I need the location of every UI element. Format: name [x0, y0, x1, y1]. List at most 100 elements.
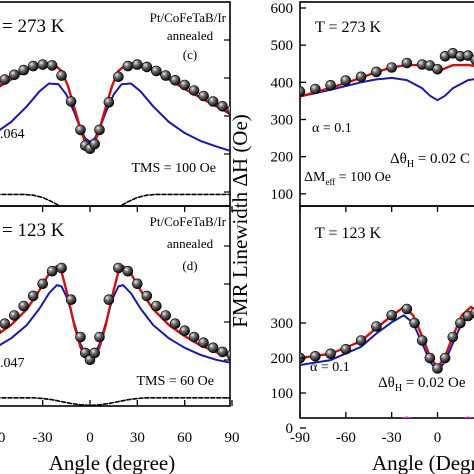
panel-c-alpha: .064 — [0, 127, 25, 142]
data-point — [217, 101, 228, 112]
panel-d-sample: Pt/CoFeTaB/Ir — [150, 214, 227, 229]
data-point — [65, 294, 77, 306]
data-point — [340, 75, 352, 86]
fit-curve — [0, 264, 230, 361]
data-point — [37, 278, 49, 290]
data-point — [169, 75, 181, 86]
panel-upper-right-alpha: α = 0.1 — [312, 121, 352, 136]
data-point — [0, 318, 11, 329]
data-point — [207, 96, 219, 107]
data-point — [217, 346, 228, 358]
data-point — [409, 317, 420, 329]
data-point — [0, 74, 11, 85]
x-tick-label: 0 — [86, 430, 94, 446]
theta-curve — [400, 416, 474, 418]
panel-d-plot-area — [0, 262, 230, 406]
data-point — [188, 331, 200, 343]
data-point — [198, 337, 209, 349]
data-point — [122, 60, 134, 72]
data-point — [141, 61, 153, 73]
data-point — [340, 343, 352, 355]
panel-upper-right-plot-area — [300, 47, 474, 102]
x-tick-label: 90 — [225, 430, 240, 446]
data-point — [151, 65, 162, 77]
data-point — [432, 363, 443, 374]
panel-c-sample: Pt/CoFeTaB/Ir — [150, 10, 227, 25]
data-point — [226, 350, 230, 361]
data-point — [9, 69, 20, 81]
data-point — [46, 60, 58, 71]
y-tick-label: 300 — [271, 113, 294, 129]
y-tick-label: 400 — [271, 75, 294, 91]
data-point — [309, 350, 321, 362]
data-point — [447, 331, 459, 343]
data-point — [179, 325, 190, 337]
data-point — [160, 70, 171, 81]
tms-curve — [0, 193, 230, 206]
data-point — [439, 352, 451, 364]
data-point — [160, 310, 171, 321]
panel-upper-right: T = 273 K α = 0.1 ΔθH = 0.02 C ΔMeff = 1… — [228, 1, 474, 328]
y-tick-label: 300 — [271, 316, 294, 332]
data-point — [89, 347, 100, 359]
data-point — [132, 278, 143, 290]
data-point — [122, 265, 134, 277]
data-point — [151, 300, 162, 312]
data-point — [94, 331, 105, 343]
data-point — [470, 307, 474, 318]
panel-lower-right-alpha: α = 0.1 — [310, 360, 350, 375]
data-point — [75, 124, 86, 136]
panel-lower-right-xlabel: Angle (Degr — [372, 451, 474, 474]
data-point — [9, 310, 20, 321]
data-point — [455, 317, 466, 329]
tms-curve — [0, 397, 230, 406]
panel-c-tms: TMS = 100 Oe — [131, 161, 216, 176]
data-point — [94, 124, 105, 136]
panel-upper-right-temperature: T = 273 K — [315, 19, 382, 36]
data-point — [37, 59, 49, 70]
data-point — [401, 303, 413, 315]
panel-upper-right-ylabel: FMR Linewidth ΔH (Oe) — [228, 114, 252, 328]
data-point — [371, 66, 382, 78]
panel-c: = 273 K Pt/CoFeTaB/Ir annealed (c) .064 … — [0, 1, 231, 207]
panel-c-plot-area — [0, 59, 230, 206]
panel-upper-right-dtheta: ΔθH = 0.02 C — [390, 151, 470, 170]
data-point — [46, 265, 58, 277]
y-tick-label: 600 — [271, 1, 294, 17]
data-point — [325, 80, 336, 91]
x-tick-label: -60 — [336, 430, 356, 446]
data-point — [325, 348, 336, 360]
data-point — [401, 57, 413, 69]
data-point — [113, 262, 124, 274]
data-point — [424, 352, 436, 364]
data-point — [56, 70, 67, 81]
data-point — [355, 71, 367, 83]
y-tick-label: 500 — [271, 38, 294, 54]
data-point — [56, 262, 67, 274]
panel-d-frame — [0, 205, 231, 407]
data-point — [207, 342, 219, 354]
alpha-curve — [300, 76, 474, 102]
data-point — [179, 79, 190, 91]
data-point — [103, 97, 115, 108]
panel-d-xlabel: Angle (degree) — [49, 451, 176, 474]
panel-lower-right-temperature: T = 123 K — [315, 225, 382, 242]
panel-d-temperature: = 123 K — [2, 220, 65, 241]
panel-c-letter: (c) — [183, 47, 197, 62]
panel-d-annealed: annealed — [167, 236, 214, 251]
y-tick-label: 0 — [286, 421, 294, 437]
data-point — [18, 64, 30, 76]
data-point — [89, 138, 100, 150]
data-point — [355, 335, 367, 346]
data-point — [27, 60, 39, 72]
x-tick-label: -30 — [382, 430, 402, 446]
data-point — [65, 96, 77, 107]
data-point — [198, 90, 209, 102]
x-tick-label: -30 — [33, 430, 53, 446]
data-point — [18, 300, 30, 312]
panel-lower-right-frame — [299, 205, 474, 419]
panel-upper-right-dmeff: ΔMeff = 100 Oe — [304, 170, 391, 187]
panel-lower-right: T = 123 K α = 0.1 ΔθH = 0.02 Oe Angle (D… — [271, 205, 474, 474]
panel-c-annealed: annealed — [167, 28, 214, 43]
